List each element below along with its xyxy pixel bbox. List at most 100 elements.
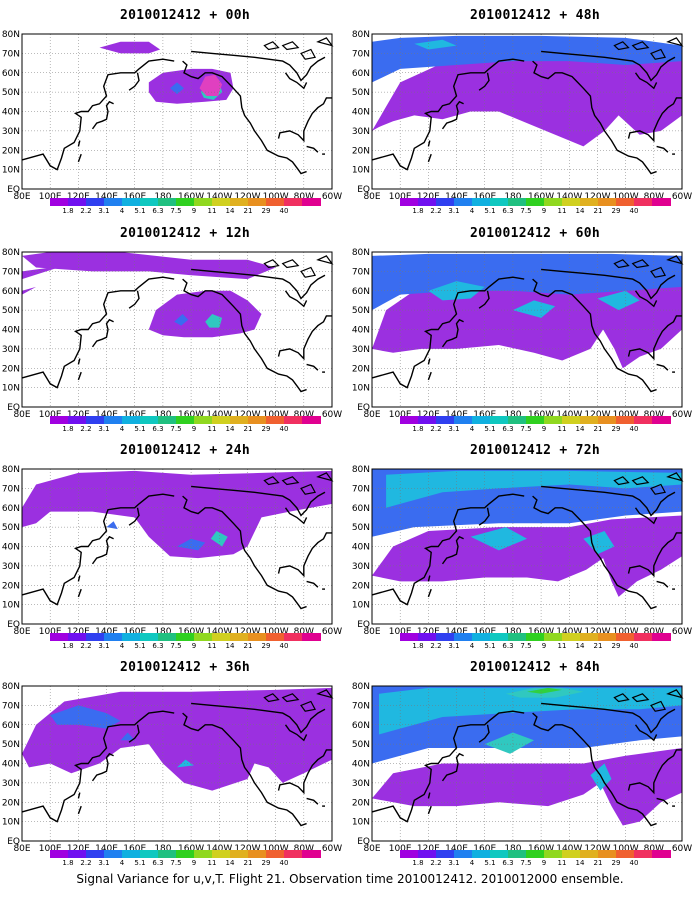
lon-tick-label: 100W bbox=[263, 844, 289, 854]
lon-tick-label: 80W bbox=[644, 627, 664, 637]
lat-tick-label: 10N bbox=[352, 384, 370, 394]
lat-tick-label: EQ bbox=[7, 403, 20, 413]
colorbar-label: 7.5 bbox=[170, 642, 182, 650]
lat-tick-label: 20N bbox=[352, 581, 370, 591]
variance-contour bbox=[148, 290, 262, 338]
lon-tick-label: 80W bbox=[644, 192, 664, 202]
colorbar-swatch bbox=[86, 416, 105, 424]
lat-tick-label: 40N bbox=[352, 760, 370, 770]
colorbar-swatch bbox=[302, 633, 321, 641]
map-panel: 2010012412 + 24h 80E 100E 120E 140E 160E 180 16… bbox=[2, 443, 355, 650]
colorbar-swatch bbox=[266, 416, 285, 424]
lat-tick-label: 10N bbox=[352, 818, 370, 828]
variance-contour bbox=[170, 82, 184, 95]
panel-title: 2010012412 + 36h bbox=[119, 660, 251, 675]
colorbar-label: 7.5 bbox=[520, 425, 532, 433]
colorbar-label: 14 bbox=[225, 425, 235, 433]
colorbar-swatch bbox=[652, 416, 671, 424]
colorbar-swatch bbox=[266, 850, 285, 858]
colorbar-swatch bbox=[508, 850, 527, 858]
lat-tick-label: 30N bbox=[352, 345, 370, 355]
map-plot: 80E 100E 120E 140E 160E 180 160W 140W 120W 100W 80… bbox=[352, 682, 692, 854]
colorbar-label: 14 bbox=[225, 859, 235, 867]
colorbar-swatch bbox=[562, 416, 581, 424]
colorbar-label: 40 bbox=[279, 859, 289, 867]
lat-tick-label: EQ bbox=[7, 620, 20, 630]
lon-tick-label: 160E bbox=[473, 410, 496, 420]
lon-tick-label: 80W bbox=[294, 410, 314, 420]
colorbar-label: 21 bbox=[593, 859, 603, 867]
colorbar-label: 1.8 bbox=[62, 207, 74, 215]
colorbar-swatch bbox=[436, 416, 455, 424]
colorbar-label: 11 bbox=[207, 425, 217, 433]
colorbar-label: 9 bbox=[191, 859, 197, 867]
lon-tick-label: 60W bbox=[322, 627, 342, 637]
colorbar-swatch bbox=[122, 198, 141, 206]
colorbar-label: 11 bbox=[557, 207, 567, 215]
map-plot: 80E 100E 120E 140E 160E 180 160W 140W 120W 100W 80… bbox=[2, 682, 342, 854]
lat-tick-label: 80N bbox=[2, 465, 20, 475]
colorbar-label: 21 bbox=[593, 425, 603, 433]
lon-tick-label: 180 bbox=[154, 192, 171, 202]
colorbar-label: 11 bbox=[207, 859, 217, 867]
colorbar-swatch bbox=[266, 633, 285, 641]
variance-contour bbox=[512, 300, 556, 318]
colorbar-label: 29 bbox=[261, 207, 271, 215]
colorbar-swatch bbox=[616, 633, 635, 641]
variance-shading bbox=[372, 686, 682, 826]
colorbar-swatch bbox=[86, 850, 105, 858]
colorbar-swatch bbox=[652, 850, 671, 858]
gridlines bbox=[22, 469, 332, 624]
colorbar-label: 2.2 bbox=[80, 425, 92, 433]
lon-tick-label: 120E bbox=[417, 410, 440, 420]
lat-tick-label: EQ bbox=[7, 837, 20, 847]
colorbar-label: 4 bbox=[119, 642, 125, 650]
lat-tick-label: 60N bbox=[2, 721, 20, 731]
colorbar-swatch bbox=[652, 633, 671, 641]
colorbar-label: 14 bbox=[575, 207, 585, 215]
colorbar-swatch bbox=[158, 198, 177, 206]
colorbar-swatch bbox=[544, 416, 563, 424]
lon-tick-label: 120W bbox=[234, 410, 260, 420]
lon-tick-label: 140W bbox=[556, 410, 582, 420]
colorbar-swatch bbox=[194, 416, 213, 424]
colorbar-label: 21 bbox=[243, 207, 253, 215]
coastlines bbox=[21, 255, 334, 393]
colorbar-label: 3.1 bbox=[448, 207, 460, 215]
gridlines bbox=[372, 686, 682, 841]
colorbar-label: 7.5 bbox=[170, 207, 182, 215]
map-panel: 2010012412 + 60h 80E 100E 120E 140E 160E 180 16… bbox=[352, 226, 700, 433]
lon-tick-label: 120W bbox=[234, 192, 260, 202]
colorbar: 1.8 2.2 3.1 4 5.1 6.3 7.5 9 11 14 21 29 40 bbox=[400, 850, 671, 868]
lat-tick-label: 30N bbox=[2, 345, 20, 355]
lat-tick-label: 80N bbox=[352, 465, 370, 475]
colorbar-swatch bbox=[454, 416, 473, 424]
variance-shading bbox=[99, 41, 234, 104]
lon-tick-label: 140E bbox=[445, 627, 468, 637]
lon-tick-label: 80E bbox=[363, 410, 380, 420]
colorbar-label: 5.1 bbox=[484, 859, 496, 867]
colorbar-swatch bbox=[50, 416, 69, 424]
colorbar-swatch bbox=[526, 633, 545, 641]
lon-tick-label: 160E bbox=[123, 192, 146, 202]
lat-tick-label: 40N bbox=[2, 326, 20, 336]
panel-title: 2010012412 + 24h bbox=[119, 443, 251, 458]
colorbar-swatch bbox=[104, 850, 123, 858]
colorbar-swatch bbox=[50, 633, 69, 641]
lat-tick-label: 40N bbox=[2, 108, 20, 118]
lon-tick-label: 80E bbox=[363, 192, 380, 202]
colorbar-swatch bbox=[616, 850, 635, 858]
colorbar-label: 11 bbox=[557, 859, 567, 867]
map-panel: 2010012412 + 36h 80E 100E 120E 140E 160E 180 16… bbox=[2, 660, 355, 867]
colorbar-label: 4 bbox=[469, 859, 475, 867]
colorbar-swatch bbox=[418, 850, 437, 858]
colorbar-label: 29 bbox=[611, 642, 621, 650]
colorbar-swatch bbox=[230, 416, 249, 424]
lon-tick-label: 100W bbox=[263, 627, 289, 637]
colorbar-label: 4 bbox=[119, 207, 125, 215]
colorbar-swatch bbox=[176, 633, 195, 641]
colorbar-swatch bbox=[508, 633, 527, 641]
colorbar-label: 6.3 bbox=[502, 859, 514, 867]
colorbar-label: 5.1 bbox=[484, 642, 496, 650]
map-panel: 2010012412 + 48h 80E 100E 120E 140E 160E 180 16… bbox=[352, 8, 700, 215]
